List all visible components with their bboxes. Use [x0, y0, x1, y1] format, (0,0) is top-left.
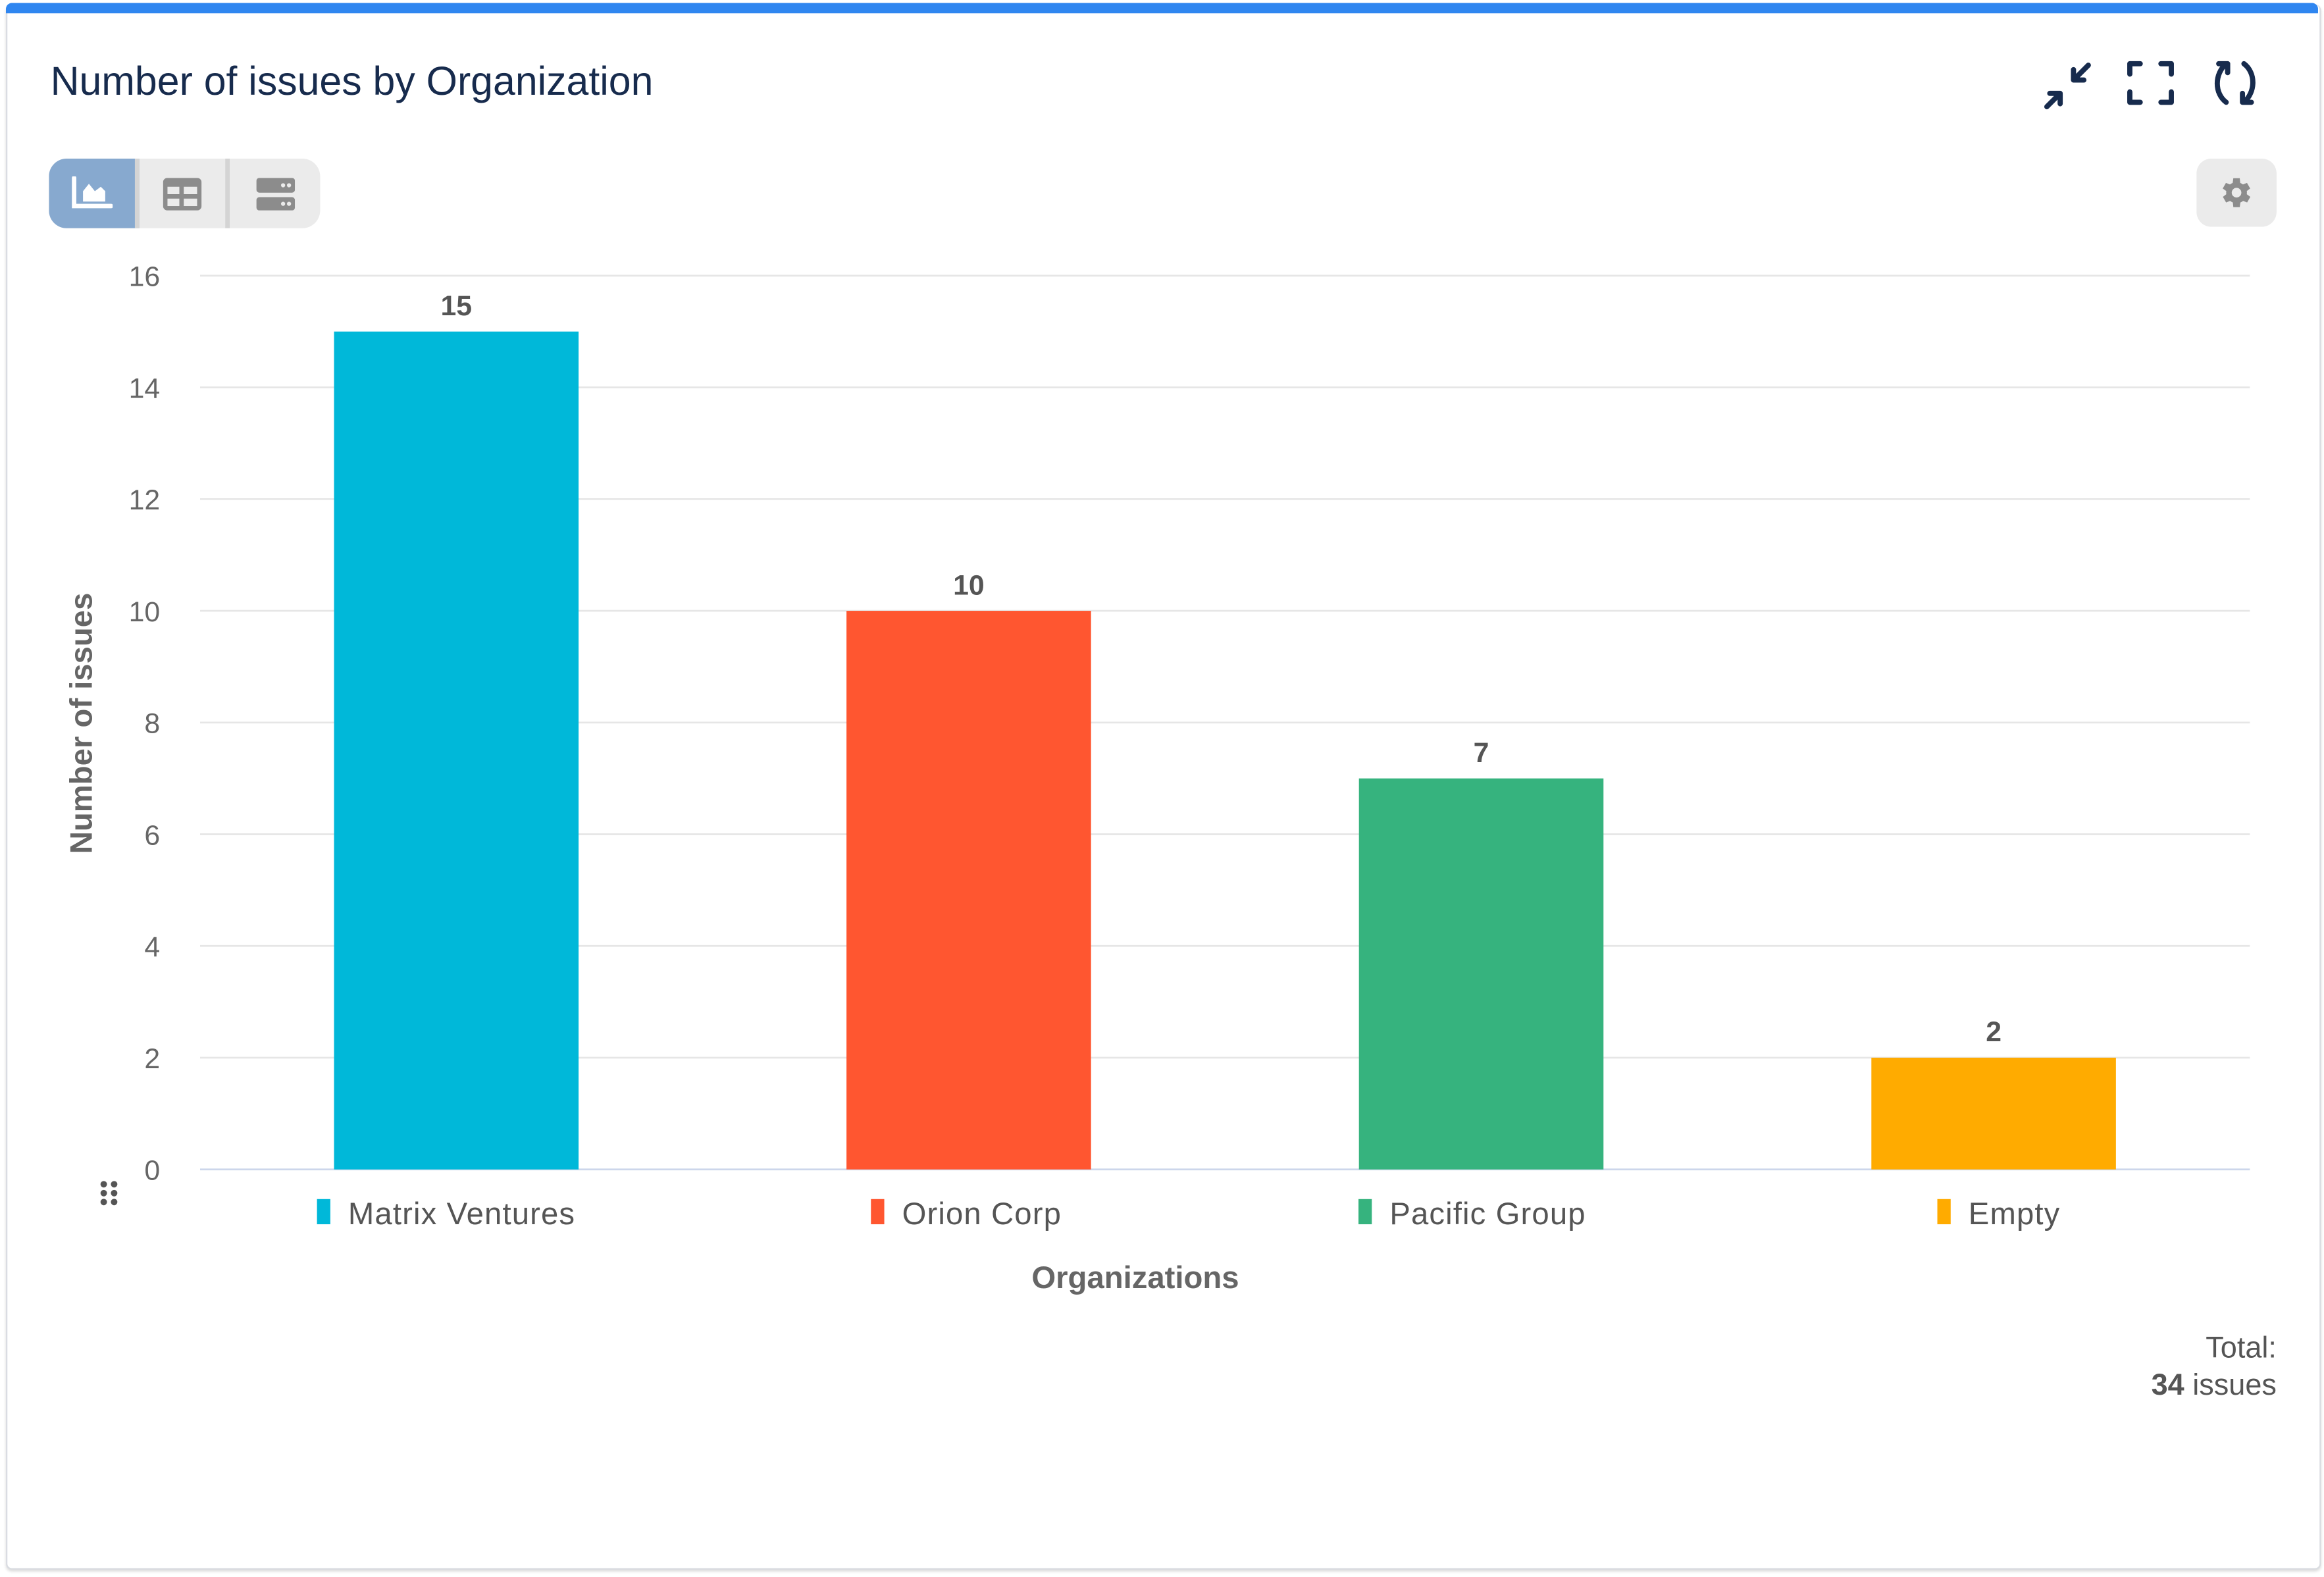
total-unit: issues [2192, 1369, 2277, 1403]
gear-icon [2223, 178, 2251, 207]
list-view-button[interactable] [230, 159, 320, 228]
view-toggle [49, 158, 321, 228]
list-icon [255, 177, 295, 210]
chart-view-button[interactable] [49, 158, 140, 228]
total-label: Total: [2206, 1332, 2277, 1365]
table-icon [163, 177, 202, 210]
gadget-title: Number of issues by Organization [50, 59, 654, 104]
table-view-button[interactable] [140, 158, 230, 228]
settings-button[interactable] [2196, 158, 2277, 227]
refresh-icon[interactable] [2208, 57, 2261, 110]
fullscreen-icon[interactable] [2124, 57, 2177, 110]
collapse-icon[interactable] [2038, 57, 2091, 110]
total-summary: Total: 34 issues [2152, 1331, 2277, 1405]
gadget-card [6, 4, 2321, 1570]
chart-icon [72, 175, 113, 208]
total-value: 34 [2151, 1369, 2184, 1403]
accent-bar [6, 3, 2318, 14]
